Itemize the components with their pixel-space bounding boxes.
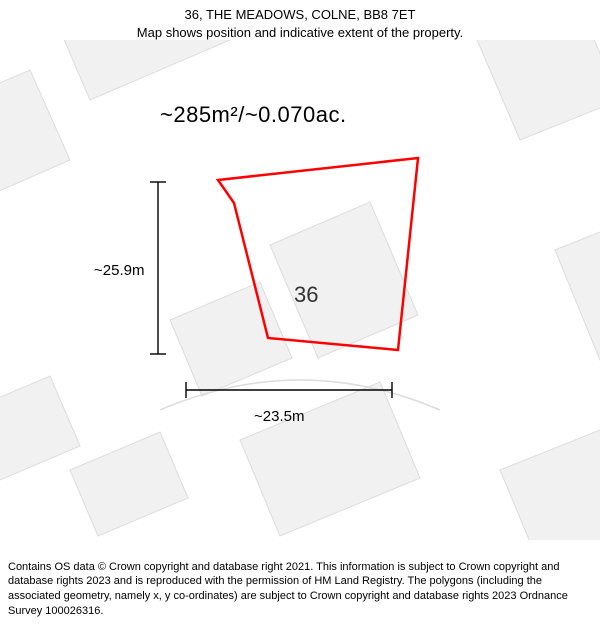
house-number-label: 36	[294, 282, 318, 308]
address-line: 36, THE MEADOWS, COLNE, BB8 7ET	[0, 6, 600, 24]
width-dimension-label: ~23.5m	[254, 408, 304, 425]
page-container: 36, THE MEADOWS, COLNE, BB8 7ET Map show…	[0, 0, 600, 625]
copyright-footer: Contains OS data © Crown copyright and d…	[8, 560, 592, 619]
map-area: ~285m²/~0.070ac. 36 ~25.9m ~23.5m	[0, 40, 600, 540]
area-label: ~285m²/~0.070ac.	[160, 102, 347, 128]
header: 36, THE MEADOWS, COLNE, BB8 7ET Map show…	[0, 0, 600, 42]
height-dimension-label: ~25.9m	[94, 262, 144, 279]
